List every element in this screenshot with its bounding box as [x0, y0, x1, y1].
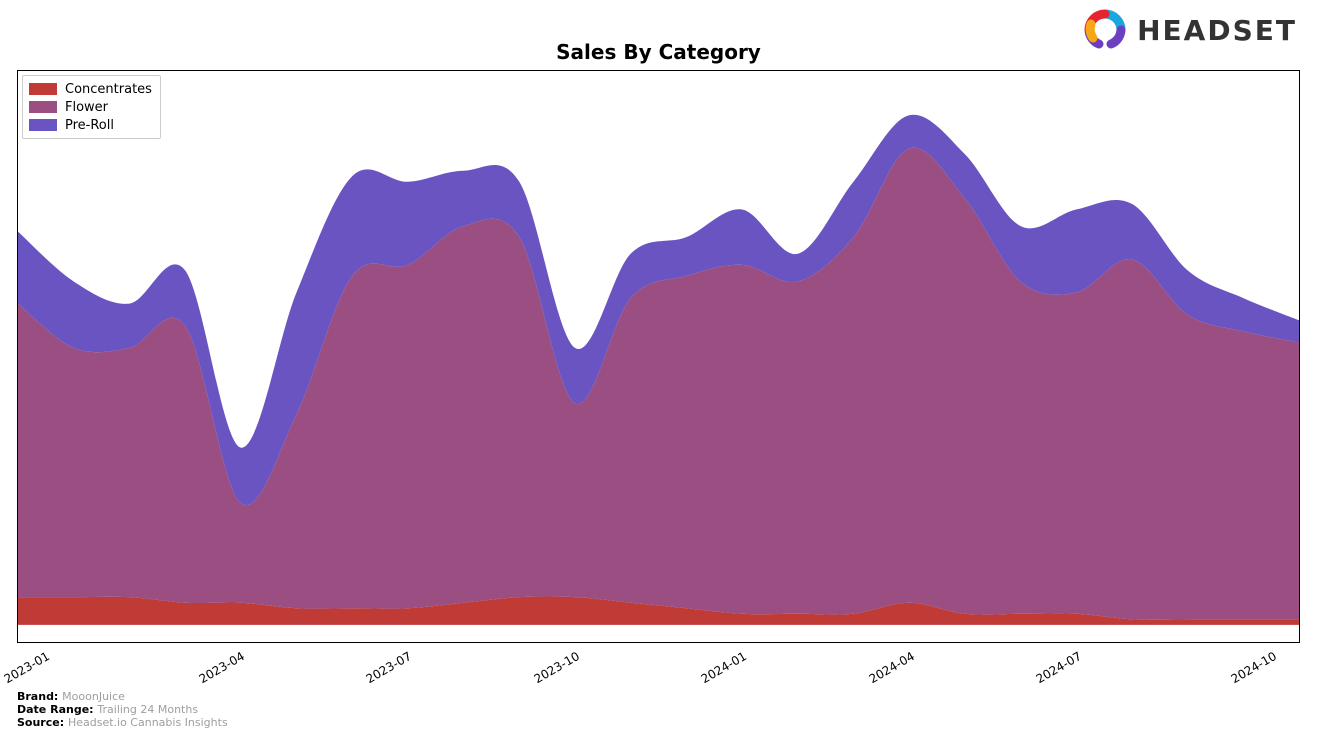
x-tick-label: 2024-07: [1033, 649, 1083, 686]
footer-row: Source: Headset.io Cannabis Insights: [17, 716, 228, 729]
x-tick-label: 2023-04: [197, 649, 247, 686]
footer-label: Date Range:: [17, 703, 97, 716]
x-tick-label: 2023-10: [531, 649, 581, 686]
chart-container: Sales By Category HEADSET ConcentratesFl…: [0, 0, 1317, 747]
legend-swatch: [29, 83, 57, 95]
footer-row: Brand: MooonJuice: [17, 690, 228, 703]
x-tick-label: 2024-10: [1229, 649, 1279, 686]
footer-value: MooonJuice: [62, 690, 125, 703]
headset-logo-text: HEADSET: [1137, 14, 1297, 47]
legend-item-concentrates: Concentrates: [29, 80, 152, 98]
legend-label: Flower: [65, 100, 108, 115]
legend-swatch: [29, 101, 57, 113]
x-tick-label: 2024-04: [866, 649, 916, 686]
plot-area: [17, 70, 1300, 643]
headset-logo-mark: [1083, 8, 1127, 52]
footer-value: Headset.io Cannabis Insights: [68, 716, 228, 729]
footer-row: Date Range: Trailing 24 Months: [17, 703, 228, 716]
legend-label: Pre-Roll: [65, 118, 114, 133]
footer-label: Brand:: [17, 690, 62, 703]
headset-logo: HEADSET: [1083, 8, 1297, 52]
legend: Concentrates Flower Pre-Roll: [22, 75, 161, 139]
area-chart-svg: [18, 71, 1299, 642]
x-tick-label: 2024-01: [699, 649, 749, 686]
legend-item-pre-roll: Pre-Roll: [29, 116, 152, 134]
legend-swatch: [29, 119, 57, 131]
footer-value: Trailing 24 Months: [97, 703, 198, 716]
x-tick-label: 2023-07: [364, 649, 414, 686]
x-tick-label: 2023-01: [1, 649, 51, 686]
footer-label: Source:: [17, 716, 68, 729]
chart-footer: Brand: MooonJuiceDate Range: Trailing 24…: [17, 690, 228, 729]
legend-item-flower: Flower: [29, 98, 152, 116]
legend-label: Concentrates: [65, 82, 152, 97]
